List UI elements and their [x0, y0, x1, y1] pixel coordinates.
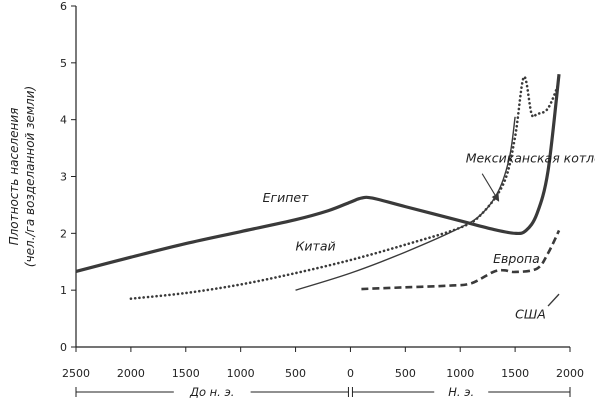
y-axis-label: Плотность населения (чел./га возделанной …	[7, 86, 37, 267]
y-tick-label: 1	[60, 284, 67, 297]
y-axis-label-line: Плотность населения	[7, 108, 21, 246]
x-tick-label: 1000	[227, 367, 255, 380]
x-tick-label: 1000	[446, 367, 474, 380]
x-tick-label: 1500	[501, 367, 529, 380]
x-tick-label: 2500	[62, 367, 90, 380]
x-tick-label: 1500	[172, 367, 200, 380]
axes: 0 1 2 3 4 5 6 2500 2000 1500 1000 500 0 500 1000 1500 20…	[7, 0, 584, 380]
x-tick-label: 0	[347, 367, 354, 380]
y-tick-label: 5	[60, 57, 67, 70]
series-line	[361, 229, 561, 291]
era-brackets: До н. э. Н. э.	[75, 385, 571, 399]
series-line	[547, 293, 560, 307]
y-tick-label: 0	[60, 341, 67, 354]
series-line	[75, 74, 561, 273]
series-label: Мексиканская котловина	[466, 150, 595, 165]
y-tick-label: 2	[60, 227, 67, 240]
y-tick-label: 3	[60, 171, 67, 184]
era-label: Н. э.	[448, 385, 474, 399]
x-tick-label: 2000	[556, 367, 584, 380]
y-tick-label: 6	[60, 0, 67, 13]
series-label: США	[515, 307, 546, 322]
x-tick-label: 500	[395, 367, 416, 380]
series-labels: Египет Китай Мексиканская котловина Европа С…	[263, 150, 595, 321]
series-arrow	[481, 173, 500, 202]
series-label: Европа	[493, 251, 540, 266]
era-label: До н. э.	[189, 385, 234, 399]
plot-area	[75, 74, 561, 307]
x-tick-label: 2000	[117, 367, 145, 380]
series-label: Египет	[263, 190, 309, 205]
series-line	[295, 116, 516, 291]
y-axis-label-line: (чел./га возделанной земли)	[23, 86, 37, 267]
series-label: Китай	[296, 238, 336, 253]
x-tick-label: 500	[285, 367, 306, 380]
y-tick-label: 4	[60, 114, 67, 127]
